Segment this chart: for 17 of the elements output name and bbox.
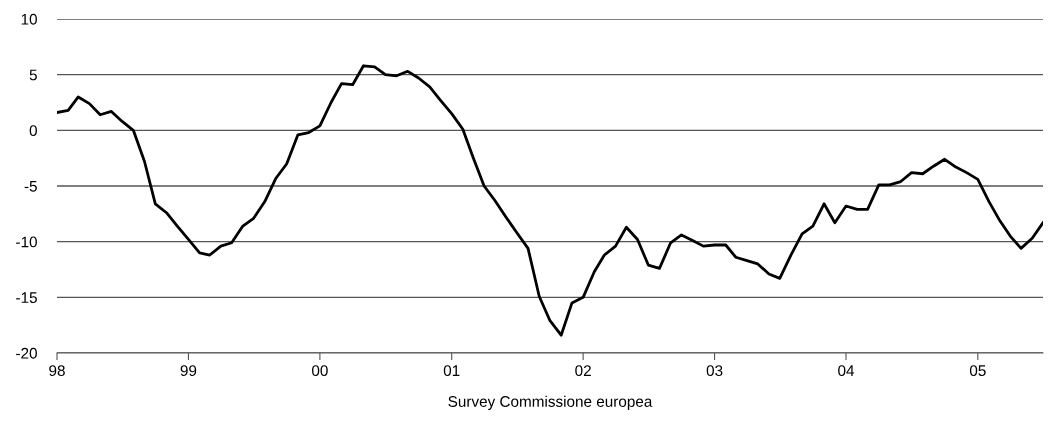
x-tick-label: 01 bbox=[443, 365, 460, 377]
x-tick-label: 98 bbox=[49, 365, 65, 377]
y-tick-label: -10 bbox=[16, 236, 37, 248]
x-axis-title: Survey Commissione europea bbox=[448, 395, 653, 410]
x-tick-label: 05 bbox=[969, 365, 986, 377]
y-tick-label: 10 bbox=[21, 13, 37, 25]
x-tick-label: 99 bbox=[180, 365, 197, 377]
x-tick-label: 00 bbox=[311, 365, 328, 377]
x-tick-label: 04 bbox=[838, 365, 855, 377]
y-tick-label: -20 bbox=[16, 347, 37, 359]
x-tick-label: 03 bbox=[706, 365, 723, 377]
y-tick-label: 0 bbox=[29, 125, 37, 137]
x-tick-label: 02 bbox=[575, 365, 591, 377]
y-tick-label: -15 bbox=[16, 292, 37, 304]
line-series bbox=[57, 64, 1043, 337]
y-tick-label: -5 bbox=[24, 181, 37, 192]
y-tick-label: 5 bbox=[29, 69, 37, 81]
